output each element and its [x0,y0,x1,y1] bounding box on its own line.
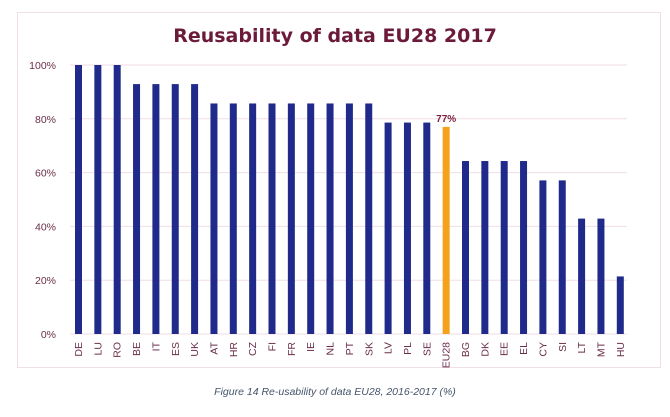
x-tick-label: BE [131,342,143,356]
bar-nl [326,103,334,334]
x-tick-label: UK [189,342,201,357]
y-tick-label: 0% [41,329,56,341]
x-tick-label: EU28 [441,342,453,368]
x-tick-label: CY [537,342,549,357]
bar-hu [616,276,624,334]
x-tick-label: IT [150,341,162,351]
x-tick-label: HR [228,342,240,358]
x-tick-label: SE [421,342,433,356]
x-tick-label: NL [325,342,337,356]
x-tick-label: DK [479,342,491,357]
bar-ie [307,103,315,334]
bar-sk [365,103,373,334]
bar-mt [597,218,605,334]
bar-lt [578,218,586,334]
x-tick-label: RO [112,342,124,358]
bar-uk [191,84,199,334]
x-tick-label: DE [73,342,85,357]
bar-lv [384,122,392,334]
x-tick-label: FI [267,342,279,351]
bar-it [152,84,160,334]
y-tick-label: 80% [35,114,56,126]
x-tick-label: EE [499,342,511,356]
x-tick-label: MT [595,341,607,357]
bar-eu28 [442,126,450,335]
bar-cy [539,180,547,334]
bar-hr [229,103,237,334]
bar-dk [481,161,489,334]
x-tick-label: EL [518,342,530,355]
x-axis: DE LU RO BE IT ES UK AT HR CZ FI FR IE NL PT SK LV PL SE EU… [73,341,627,368]
y-tick-label: 20% [35,275,56,287]
bar-pl [403,122,411,334]
bar-lu [94,65,102,334]
y-tick-label: 60% [35,168,56,180]
bar-fr [287,103,295,334]
bar-be [133,84,141,334]
x-tick-label: BG [460,342,472,357]
bar-si [558,180,566,334]
x-tick-label: AT [208,341,220,354]
data-labels: 77% [436,114,456,125]
bar-es [171,84,179,334]
x-tick-label: LU [92,342,104,355]
x-tick-label: SK [363,342,375,356]
chart-frame [17,12,661,368]
y-tick-label: 40% [35,221,56,233]
bar-pt [345,103,353,334]
bar-de [75,65,82,334]
bars [75,65,624,335]
x-tick-label: LV [383,342,395,354]
bar-bg [462,161,469,334]
x-tick-label: PL [402,342,414,355]
bar-el [520,161,528,334]
x-tick-label: LT [576,341,588,353]
bar-at [210,103,218,334]
x-tick-label: ES [170,342,182,356]
bar-ro [113,65,121,334]
y-axis: 0% 20% 40% 60% 80% 100% [29,60,56,341]
x-tick-label: CZ [247,341,259,356]
bar-fi [268,103,276,334]
bar-cz [249,103,257,334]
bar-ee [500,161,508,334]
x-tick-label: PT [344,341,356,355]
chart-title: Reusability of data EU28 2017 [173,25,497,47]
y-tick-label: 100% [29,60,56,72]
x-tick-label: HU [615,342,627,357]
figure-caption: Figure 14 Re-usability of data EU28, 201… [214,386,456,398]
x-tick-label: FR [286,342,298,356]
x-tick-label: SI [557,342,569,352]
data-label-eu28: 77% [436,114,456,125]
bar-se [423,122,431,334]
x-tick-label: IE [305,342,317,352]
